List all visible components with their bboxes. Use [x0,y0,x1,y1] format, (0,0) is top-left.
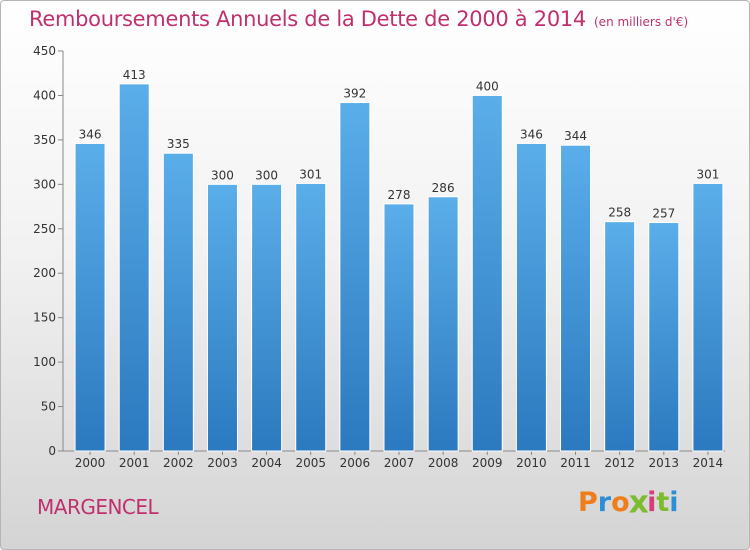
value-label-2013: 257 [652,207,675,221]
logo-letter: t [656,487,670,518]
x-tick-label: 2002 [163,456,194,470]
x-tick-label: 2003 [207,456,238,470]
bars [74,83,724,452]
proxiti-logo[interactable]: Proxiti [578,484,679,521]
bar-2000[interactable] [74,142,106,452]
y-tick-label: 350 [33,133,56,147]
x-tick-label: 2006 [340,456,371,470]
x-tick-label: 2010 [516,456,547,470]
bar-2010[interactable] [515,142,547,452]
x-tick-label: 2011 [560,456,591,470]
bar-2007[interactable] [383,203,415,452]
value-label-2014: 301 [696,167,719,181]
value-label-2004: 300 [255,168,278,182]
x-tick-label: 2012 [604,456,635,470]
value-label-2007: 278 [388,188,411,202]
bar-2014[interactable] [692,182,724,452]
bar-2008[interactable] [427,196,459,452]
title-text: Remboursements Annuels de la Dette de 20… [29,7,586,31]
value-label-2002: 335 [167,137,190,151]
x-tick-label: 2000 [75,456,106,470]
logo-letter: o [611,487,630,518]
logo-letter: i [669,487,679,518]
data-labels: 346 413 335 300 300 301 392 278 286 400 346 344 258 2… [79,68,720,221]
bar-2009[interactable] [471,94,503,452]
value-label-2008: 286 [432,181,455,195]
x-tick-label: 2013 [649,456,680,470]
bar-2004[interactable] [251,183,283,452]
logo-letter: i [647,487,657,518]
value-label-2003: 300 [211,168,234,182]
x-tick-label: 2001 [119,456,150,470]
value-label-2006: 392 [343,87,366,101]
x-tick-label: 2014 [693,456,724,470]
x-tick-label: 2008 [428,456,459,470]
chart-subtitle: (en milliers d'€) [594,15,689,29]
x-tick-label: 2007 [384,456,415,470]
bar-2012[interactable] [604,221,636,452]
logo-letter: x [628,484,649,521]
y-tick-label: 0 [48,444,56,458]
x-tick-label: 2004 [251,456,282,470]
y-tick-label: 250 [33,222,56,236]
bar-2013[interactable] [648,222,680,452]
logo-letter: r [597,487,612,518]
logo-letter: P [578,487,598,518]
value-label-2011: 344 [564,129,587,143]
bar-2011[interactable] [560,144,592,452]
value-label-2005: 301 [299,167,322,181]
y-tick-label: 200 [33,266,56,280]
axes: 0 50 100 150 200 250 300 350 400 450 2000 2001 2002 2… [33,44,725,470]
value-label-2000: 346 [79,127,102,141]
y-tick-label: 450 [33,44,56,58]
value-label-2001: 413 [123,68,146,82]
value-label-2009: 400 [476,79,499,93]
bar-2001[interactable] [118,83,150,452]
bar-2005[interactable] [295,182,327,452]
y-tick-label: 400 [33,88,56,102]
y-tick-label: 100 [33,355,56,369]
bar-2003[interactable] [206,183,238,452]
chart-title: Remboursements Annuels de la Dette de 20… [29,7,688,31]
value-label-2012: 258 [608,206,631,220]
y-tick-label: 300 [33,177,56,191]
place-name: MARGENCEL [37,495,159,519]
bar-2006[interactable] [339,102,371,452]
bar-2002[interactable] [162,152,194,452]
x-tick-label: 2005 [295,456,326,470]
x-tick-label: 2009 [472,456,503,470]
y-tick-label: 150 [33,311,56,325]
value-label-2010: 346 [520,127,543,141]
y-tick-label: 50 [41,400,56,414]
